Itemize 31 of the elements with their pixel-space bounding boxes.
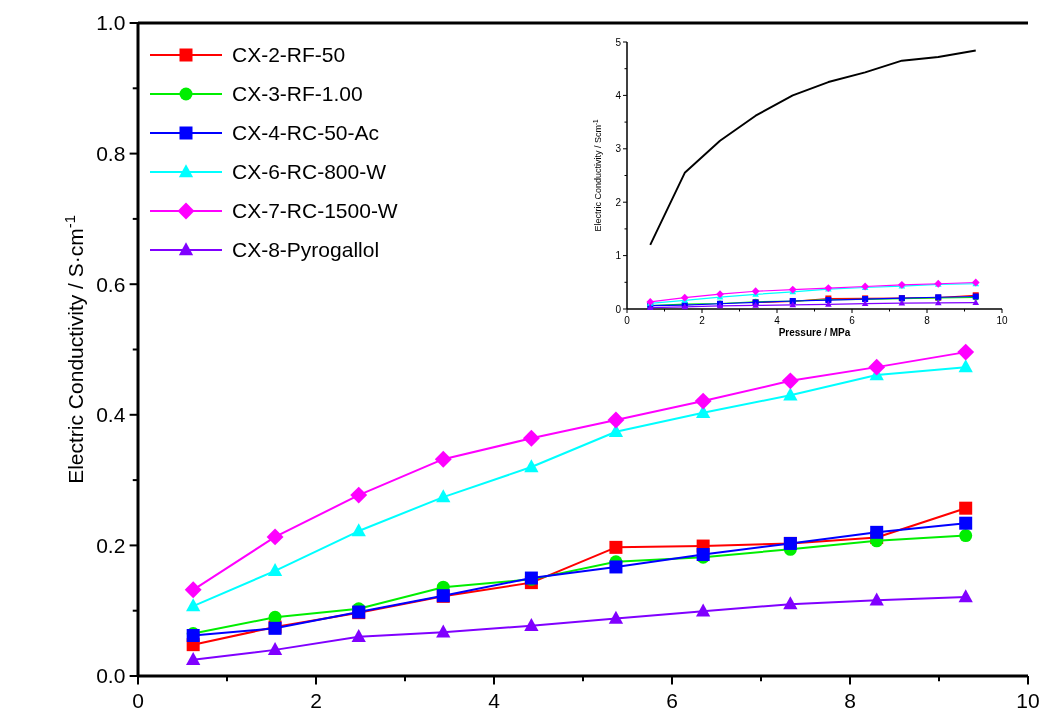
x-tick-label: 6 bbox=[666, 688, 678, 712]
legend-label: CX-2-RF-50 bbox=[232, 43, 346, 66]
legend-label: CX-6-RC-800-W bbox=[232, 160, 387, 183]
y-tick-label: 0.2 bbox=[96, 533, 126, 557]
legend-label: CX-4-RC-50-Ac bbox=[232, 121, 380, 144]
y-tick-label: 0.6 bbox=[96, 272, 126, 296]
x-tick-label: 8 bbox=[844, 688, 856, 712]
y-tick-label: 1.0 bbox=[96, 11, 126, 35]
x-tick-label: 4 bbox=[488, 688, 501, 712]
x-tick-label: 0 bbox=[624, 315, 631, 326]
legend-label: CX-7-RC-1500-W bbox=[232, 199, 398, 222]
y-tick-label: 0.8 bbox=[96, 141, 126, 165]
x-tick-label: 6 bbox=[849, 315, 856, 326]
x-axis-title: Pressure / MPa bbox=[778, 327, 851, 338]
x-tick-label: 8 bbox=[924, 315, 931, 326]
x-tick-label: 2 bbox=[310, 688, 322, 712]
y-tick-label: 0 bbox=[615, 303, 622, 315]
legend-label: CX-3-RF-1.00 bbox=[232, 82, 363, 105]
x-tick-label: 10 bbox=[1016, 688, 1040, 712]
y-tick-label: 0.4 bbox=[96, 403, 126, 427]
y-tick-label: 1 bbox=[615, 250, 622, 262]
x-tick-label: 0 bbox=[132, 688, 144, 712]
y-tick-label: 2 bbox=[615, 196, 622, 208]
y-tick-label: 3 bbox=[615, 143, 622, 155]
x-tick-label: 10 bbox=[996, 315, 1008, 326]
x-tick-label: 2 bbox=[699, 315, 706, 326]
x-tick-label: 4 bbox=[774, 315, 781, 326]
y-tick-label: 5 bbox=[615, 36, 622, 48]
legend-label: CX-8-Pyrogallol bbox=[232, 238, 380, 261]
y-tick-label: 0.0 bbox=[96, 664, 126, 688]
y-tick-label: 4 bbox=[615, 89, 622, 101]
